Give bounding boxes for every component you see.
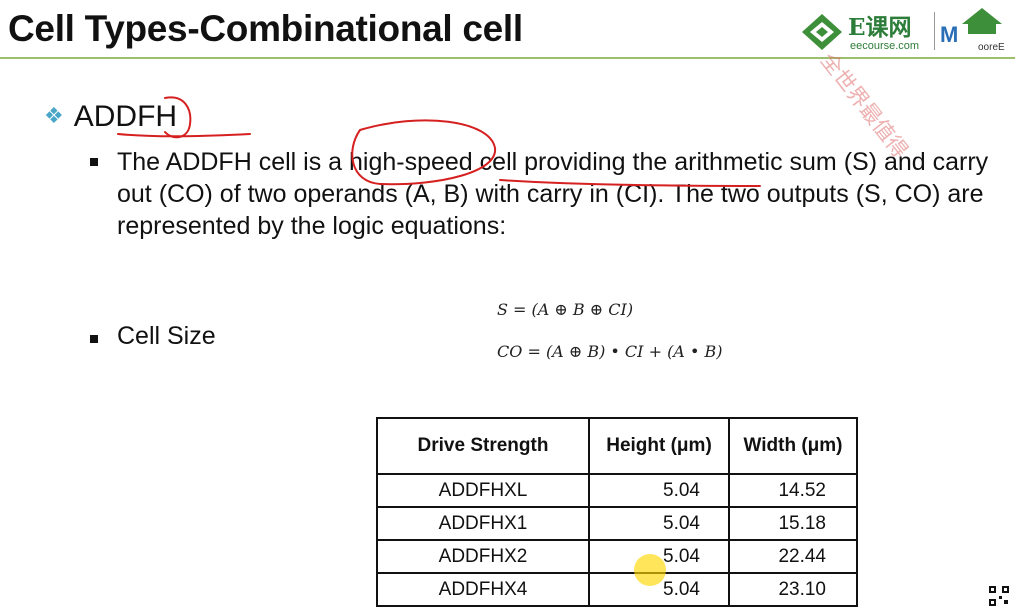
cell-drive: ADDFHX4: [376, 572, 590, 607]
partner-name: ooreE: [978, 42, 1005, 53]
heading-label: ADDFH: [73, 100, 178, 133]
square-bullet-icon: [90, 335, 98, 343]
square-bullet-icon: [90, 158, 98, 166]
slide-title: Cell Types-Combinational cell: [8, 8, 523, 49]
brand-logo-icon: [802, 14, 842, 50]
qr-code-icon[interactable]: [988, 585, 1010, 607]
cell-width: 22.44: [728, 539, 858, 574]
sum-equation: S = (A ⊕ B ⊕ CI): [497, 300, 634, 319]
table-row: ADDFHX1 5.04 15.18: [376, 506, 858, 541]
diamond-bullet-icon: ❖: [44, 103, 64, 128]
table-row: ADDFHXL 5.04 14.52: [376, 473, 858, 508]
laser-pointer: [634, 554, 666, 586]
table-header-row: Drive Strength Height (μm) Width (μm): [376, 417, 858, 475]
header-width: Width (μm): [728, 417, 858, 475]
title-divider: [0, 57, 1015, 59]
section-heading: ❖ ADDFH: [44, 100, 177, 134]
cell-drive: ADDFHXL: [376, 473, 590, 508]
cell-drive: ADDFHX1: [376, 506, 590, 541]
underline-annotation-addfh: [117, 133, 251, 138]
cell-width: 23.10: [728, 572, 858, 607]
cell-height: 5.04: [588, 506, 730, 541]
cell-size-label: Cell Size: [117, 322, 216, 350]
brand-name: E课网: [848, 14, 912, 41]
header-height: Height (μm): [588, 417, 730, 475]
carry-equation: CO = (A ⊕ B) • CI + (A • B): [497, 342, 723, 361]
partner-house-icon: [962, 8, 1002, 34]
brand-url: eecourse.com: [850, 40, 920, 52]
cell-width: 15.18: [728, 506, 858, 541]
cell-height: 5.04: [588, 473, 730, 508]
cell-drive: ADDFHX2: [376, 539, 590, 574]
header-drive-strength: Drive Strength: [376, 417, 590, 475]
logo-separator: [934, 12, 935, 50]
cell-size-table: Drive Strength Height (μm) Width (μm) AD…: [376, 417, 858, 607]
table-row: ADDFHX4 5.04 23.10: [376, 572, 858, 607]
brand-logo: E课网 eecourse.com M ooreE: [800, 6, 1015, 58]
table-row: ADDFHX2 5.04 22.44: [376, 539, 858, 574]
cell-width: 14.52: [728, 473, 858, 508]
partner-logo: M: [940, 22, 959, 47]
description-paragraph: The ADDFH cell is a high-speed cell prov…: [117, 148, 989, 240]
